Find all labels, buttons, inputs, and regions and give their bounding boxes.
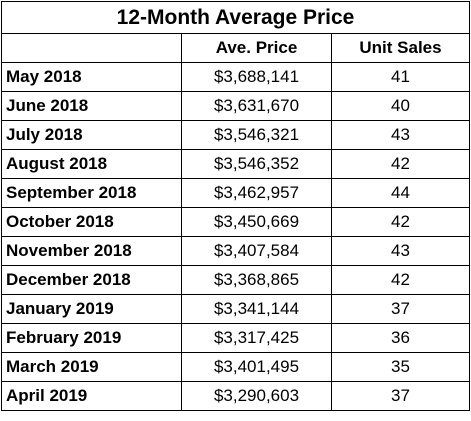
ave-price-cell: $3,341,144 (181, 294, 332, 324)
month-cell: February 2019 (1, 323, 182, 353)
ave-price-cell: $3,546,352 (181, 149, 332, 179)
unit-sales-cell: 35 (331, 352, 470, 382)
month-cell: October 2018 (1, 207, 182, 237)
table-row: October 2018 $3,450,669 42 (1, 207, 470, 237)
month-cell: November 2018 (1, 236, 182, 266)
table-row: July 2018 $3,546,321 43 (1, 120, 470, 150)
average-price-table: 12-Month Average Price Ave. Price Unit S… (1, 1, 470, 411)
month-cell: December 2018 (1, 265, 182, 295)
column-header-month (1, 33, 182, 63)
unit-sales-cell: 40 (331, 91, 470, 121)
table-row: December 2018 $3,368,865 42 (1, 265, 470, 295)
table-row: September 2018 $3,462,957 44 (1, 178, 470, 208)
ave-price-cell: $3,401,495 (181, 352, 332, 382)
month-cell: January 2019 (1, 294, 182, 324)
unit-sales-cell: 37 (331, 294, 470, 324)
unit-sales-cell: 42 (331, 149, 470, 179)
unit-sales-cell: 42 (331, 207, 470, 237)
table-row: April 2019 $3,290,603 37 (1, 381, 470, 411)
ave-price-cell: $3,688,141 (181, 62, 332, 92)
month-cell: May 2018 (1, 62, 182, 92)
table-row: January 2019 $3,341,144 37 (1, 294, 470, 324)
column-header-unit-sales: Unit Sales (331, 33, 470, 63)
month-cell: July 2018 (1, 120, 182, 150)
month-cell: March 2019 (1, 352, 182, 382)
unit-sales-cell: 43 (331, 120, 470, 150)
table-row: May 2018 $3,688,141 41 (1, 62, 470, 92)
unit-sales-cell: 44 (331, 178, 470, 208)
table-row: August 2018 $3,546,352 42 (1, 149, 470, 179)
month-cell: June 2018 (1, 91, 182, 121)
unit-sales-cell: 42 (331, 265, 470, 295)
ave-price-cell: $3,290,603 (181, 381, 332, 411)
ave-price-cell: $3,407,584 (181, 236, 332, 266)
unit-sales-cell: 41 (331, 62, 470, 92)
table-row: March 2019 $3,401,495 35 (1, 352, 470, 382)
ave-price-cell: $3,450,669 (181, 207, 332, 237)
column-header-row: Ave. Price Unit Sales (1, 33, 470, 63)
unit-sales-cell: 37 (331, 381, 470, 411)
month-cell: August 2018 (1, 149, 182, 179)
month-cell: September 2018 (1, 178, 182, 208)
table-row: February 2019 $3,317,425 36 (1, 323, 470, 353)
ave-price-cell: $3,462,957 (181, 178, 332, 208)
unit-sales-cell: 36 (331, 323, 470, 353)
ave-price-cell: $3,631,670 (181, 91, 332, 121)
column-header-ave-price: Ave. Price (181, 33, 332, 63)
ave-price-cell: $3,317,425 (181, 323, 332, 353)
table-row: November 2018 $3,407,584 43 (1, 236, 470, 266)
unit-sales-cell: 43 (331, 236, 470, 266)
ave-price-cell: $3,546,321 (181, 120, 332, 150)
month-cell: April 2019 (1, 381, 182, 411)
table-body: Ave. Price Unit Sales May 2018 $3,688,141… (1, 33, 470, 411)
table-title: 12-Month Average Price (1, 1, 470, 34)
ave-price-cell: $3,368,865 (181, 265, 332, 295)
table-row: June 2018 $3,631,670 40 (1, 91, 470, 121)
